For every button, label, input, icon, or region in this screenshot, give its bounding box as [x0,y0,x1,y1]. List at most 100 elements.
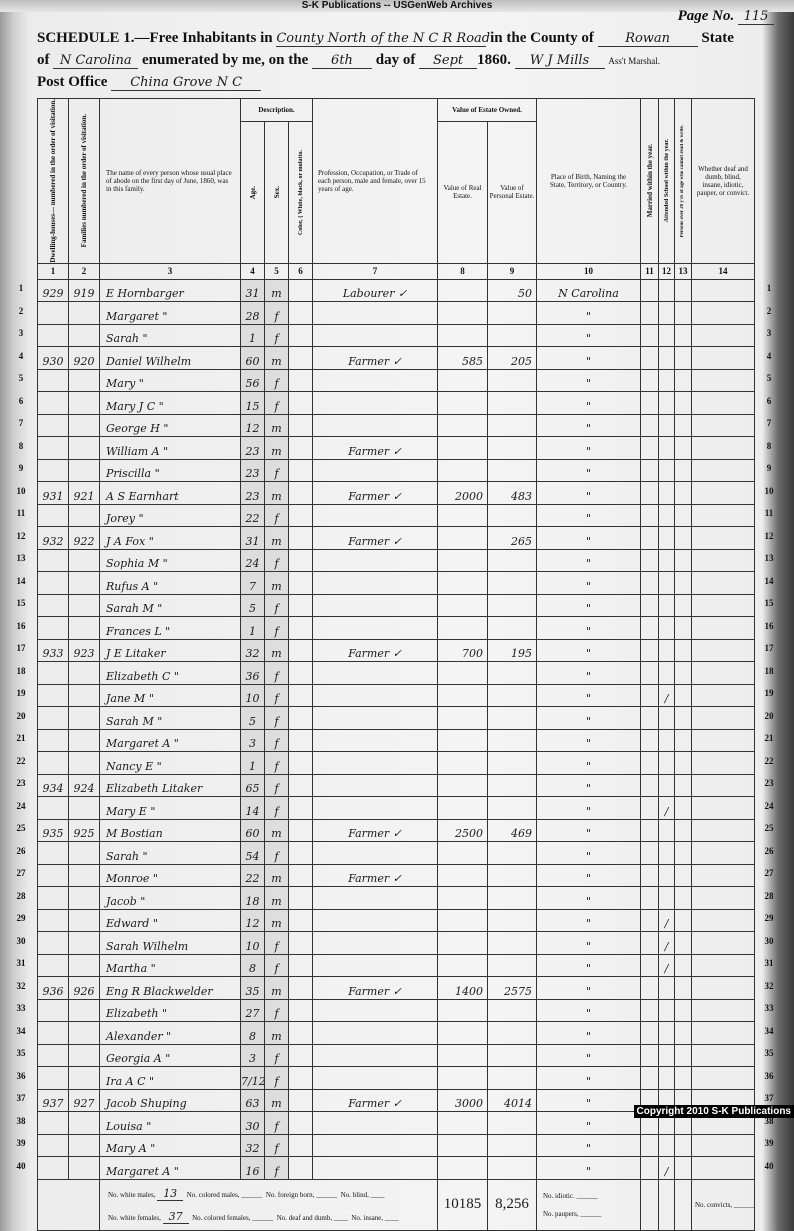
table-row: 935 925 M Bostian 60 m Farmer ✓ 2500 469 " [37,818,755,843]
attended-school [658,436,675,460]
year: 1860. [477,52,511,68]
attended-school [658,998,675,1023]
birthplace: " [536,571,641,595]
age: 60 [240,818,265,843]
birthplace: N Carolina [536,278,641,303]
disability [691,616,755,640]
real-estate-value: 3000 [437,1088,488,1113]
table-row: Rufus A " 7 m " [37,571,755,595]
line-number: 34 [16,1025,26,1036]
birthplace: " [536,526,641,550]
occupation [312,931,438,955]
attended-school [658,503,675,528]
dwelling-number [37,931,69,955]
dwelling-number [37,1156,69,1180]
col-married-header: Married within the year. [640,98,659,264]
attended-school [658,841,675,865]
line-number: 6 [766,395,772,406]
family-number [68,661,100,685]
occupation [312,391,438,415]
age: 7 [240,571,265,595]
cannot-read-write [674,931,692,955]
married-within-year [640,1043,659,1068]
family-number: 924 [68,773,100,798]
line-number: 17 [764,643,774,654]
personal-estate-value [487,706,537,730]
total-personal-estate: 8,256 [487,1178,537,1231]
family-number [68,413,100,438]
real-estate-value [437,751,488,775]
column-number: 2 [68,262,100,280]
summary-counts: No. white males, 13 No. colored males, _… [99,1178,438,1231]
color [288,863,313,888]
cannot-read-write [674,391,692,415]
occupation [312,953,438,978]
sex: m [264,1088,289,1113]
dwelling-number: 936 [37,976,69,1000]
line-number: 28 [16,890,26,901]
married-within-year [640,818,659,843]
column-number: 6 [288,262,313,280]
age: 23 [240,458,265,483]
color [288,571,313,595]
occupation [312,1111,438,1135]
line-number: 27 [764,868,774,879]
attended-school [658,481,675,505]
age: 30 [240,1111,265,1135]
attended-school: / [658,796,675,820]
sex: f [264,1043,289,1068]
table-row: Sarah " 54 f " [37,841,755,865]
real-estate-value [437,908,488,933]
line-number: 16 [16,620,26,631]
day-label: day of [375,52,416,68]
attended-school: / [658,953,675,978]
occupation [312,683,438,708]
birthplace: " [536,503,641,528]
person-name: Mary E " [99,796,241,820]
attended-school [658,976,675,1000]
line-number: 10 [764,485,774,496]
color [288,661,313,685]
real-estate-value [437,728,488,753]
family-number: 919 [68,278,100,303]
personal-estate-value: 483 [487,481,537,505]
age: 1 [240,616,265,640]
personal-estate-value: 205 [487,346,537,370]
sex: m [264,638,289,663]
line-number: 15 [16,598,26,609]
birthplace: " [536,413,641,438]
age: 3 [240,728,265,753]
sex: m [264,413,289,438]
line-number: 8 [18,440,24,451]
dwelling-number: 937 [37,1088,69,1113]
family-number: 926 [68,976,100,1000]
occupation [312,1043,438,1068]
personal-estate-value [487,751,537,775]
birthplace: " [536,481,641,505]
real-estate-value [437,1133,488,1158]
description-header: Description. [240,97,313,123]
cannot-read-write [674,796,692,820]
dwelling-number: 933 [37,638,69,663]
occupation [312,796,438,820]
married-within-year [640,346,659,370]
cannot-read-write [674,998,692,1023]
table-row: George H " 12 m " [37,413,755,438]
occupation [312,368,438,393]
column-number: 12 [658,262,675,280]
age: 22 [240,863,265,888]
married-within-year [640,368,659,393]
line-number: 33 [764,1003,774,1014]
birthplace: " [536,728,641,753]
line-number: 4 [766,350,772,361]
line-number: 26 [764,845,774,856]
dwelling-number [37,751,69,775]
personal-estate-value: 4014 [487,1088,537,1113]
real-estate-value [437,998,488,1023]
col-occupation-header: Profession, Occupation, or Trade of each… [312,98,438,264]
cannot-read-write [674,368,692,393]
page-label: Page No. [677,8,735,24]
real-estate-value [437,391,488,415]
line-number: 18 [764,665,774,676]
attended-school [658,391,675,415]
